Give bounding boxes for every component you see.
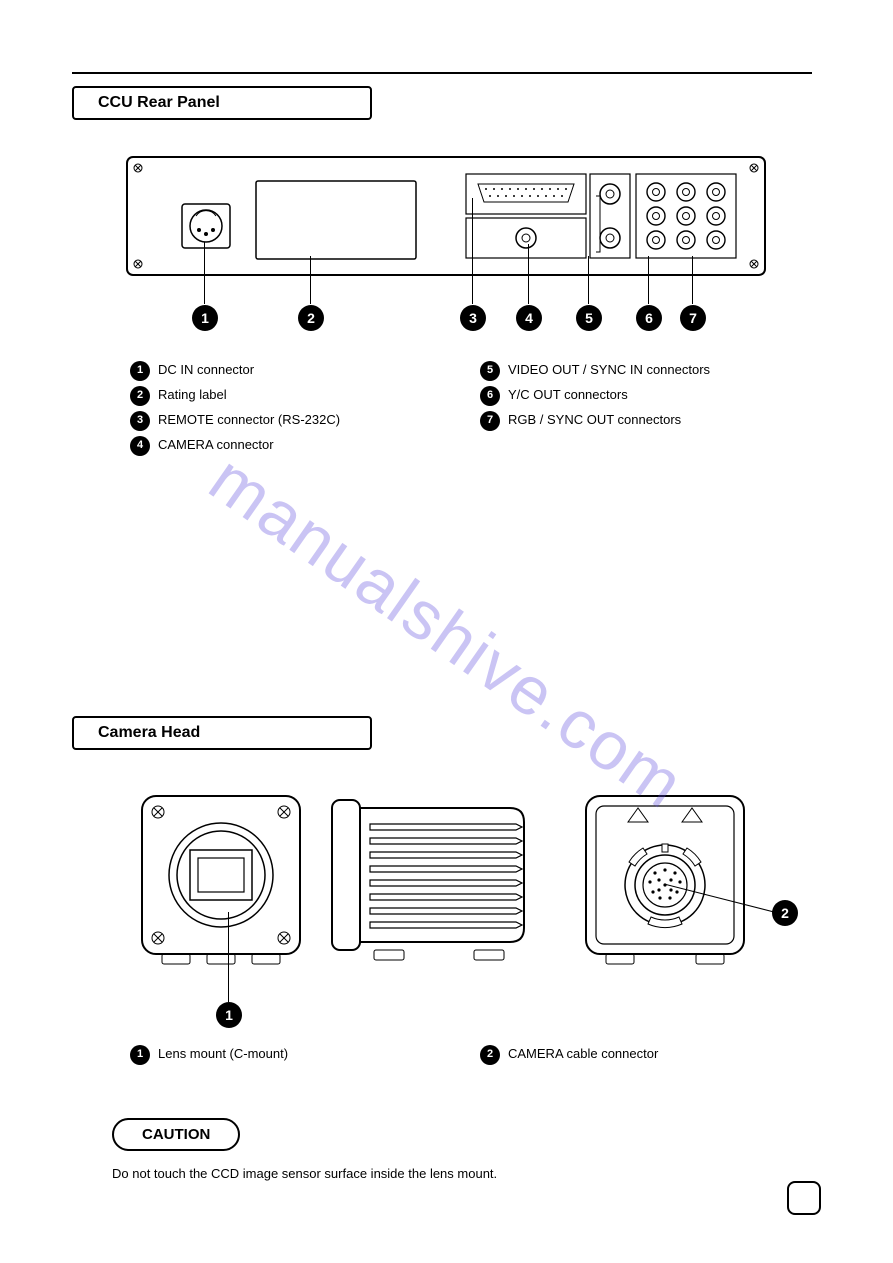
callout-h2: 2 — [772, 900, 798, 926]
desc-text: VIDEO OUT / SYNC IN connectors — [508, 360, 810, 381]
desc-item: 1DC IN connector — [130, 360, 460, 381]
caution-text: Do not touch the CCD image sensor surfac… — [112, 1164, 752, 1184]
desc-text: DC IN connector — [158, 360, 460, 381]
lead-6 — [648, 256, 649, 304]
desc-text: Y/C OUT connectors — [508, 385, 810, 406]
desc-text: CAMERA connector — [158, 435, 460, 456]
section-title-ccu-rear-text: CCU Rear Panel — [98, 94, 220, 111]
callout-6: 6 — [636, 305, 662, 331]
desc-item: 2CAMERA cable connector — [480, 1044, 810, 1065]
camera-head-front — [136, 790, 306, 970]
lead-4 — [528, 244, 529, 304]
desc-item: 2Rating label — [130, 385, 460, 406]
caution-box: CAUTION — [112, 1118, 240, 1151]
desc-text: Rating label — [158, 385, 460, 406]
desc-item: 7RGB / SYNC OUT connectors — [480, 410, 810, 431]
camera-head-side — [326, 790, 556, 970]
head-desc-right: 2CAMERA cable connector — [480, 1044, 810, 1069]
ccu-rear-diagram — [126, 156, 766, 276]
desc-item: 3REMOTE connector (RS-232C) — [130, 410, 460, 431]
lead-2 — [310, 256, 311, 304]
desc-text: CAMERA cable connector — [508, 1044, 810, 1065]
desc-text: Lens mount (C-mount) — [158, 1044, 460, 1065]
lead-5 — [588, 256, 589, 304]
callout-1: 1 — [192, 305, 218, 331]
callout-4: 4 — [516, 305, 542, 331]
lead-7 — [692, 256, 693, 304]
caution-label: CAUTION — [142, 1126, 210, 1143]
page-number — [787, 1181, 821, 1215]
header-rule — [72, 72, 812, 74]
section-title-ccu-rear: CCU Rear Panel — [72, 86, 372, 120]
section-title-camera-head-text: Camera Head — [98, 724, 200, 741]
lead-1 — [204, 242, 205, 304]
head-desc-left: 1Lens mount (C-mount) — [130, 1044, 460, 1069]
page-root: CCU Rear Panel — [0, 0, 893, 1263]
desc-item: 4CAMERA connector — [130, 435, 460, 456]
lead-3 — [472, 198, 473, 304]
ccu-desc-right: 5VIDEO OUT / SYNC IN connectors 6Y/C OUT… — [480, 360, 810, 435]
desc-item: 6Y/C OUT connectors — [480, 385, 810, 406]
desc-text: REMOTE connector (RS-232C) — [158, 410, 460, 431]
callout-h1: 1 — [216, 1002, 242, 1028]
lead-h1 — [228, 912, 229, 1002]
callout-3: 3 — [460, 305, 486, 331]
callout-5: 5 — [576, 305, 602, 331]
section-title-camera-head: Camera Head — [72, 716, 372, 750]
ccu-desc-left: 1DC IN connector 2Rating label 3REMOTE c… — [130, 360, 460, 460]
desc-text: RGB / SYNC OUT connectors — [508, 410, 810, 431]
callout-7: 7 — [680, 305, 706, 331]
watermark: manualshive.com — [195, 439, 698, 824]
desc-item: 5VIDEO OUT / SYNC IN connectors — [480, 360, 810, 381]
callout-2: 2 — [298, 305, 324, 331]
desc-item: 1Lens mount (C-mount) — [130, 1044, 460, 1065]
